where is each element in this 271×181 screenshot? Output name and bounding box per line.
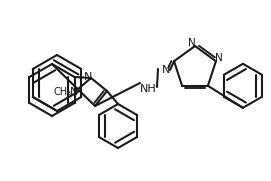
Text: N: N (215, 53, 223, 63)
Text: N: N (70, 87, 78, 97)
Text: NH: NH (140, 84, 156, 94)
Text: N: N (162, 65, 170, 75)
Text: CH₃: CH₃ (54, 87, 72, 97)
Text: N: N (188, 38, 196, 48)
Text: N: N (84, 72, 92, 82)
